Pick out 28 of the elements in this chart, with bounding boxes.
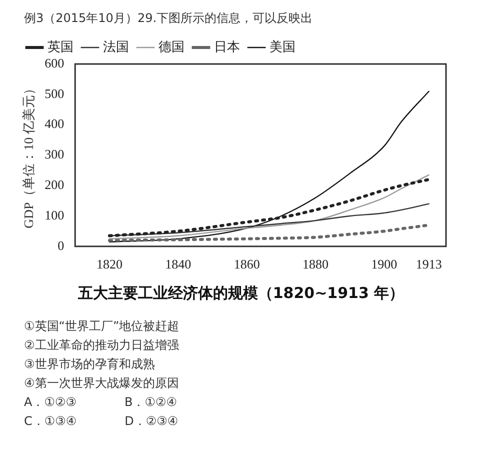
y-tick-label: 100 xyxy=(44,207,64,222)
y-tick-label: 300 xyxy=(44,146,64,162)
text: ④第一次世界大战爆发的原因 xyxy=(24,375,180,392)
y-axis-title: GDP（单位：10 亿美元） xyxy=(21,82,36,228)
text: ②工业革命的推动力日益增强 xyxy=(24,337,180,354)
x-tick-label: 1900 xyxy=(371,256,398,272)
text: 五大主要工业经济体的规模（1820~1913 年） xyxy=(76,284,406,303)
text: ③世界市场的孕育和成熟 xyxy=(24,356,156,373)
y-tick-label: 400 xyxy=(44,116,64,132)
y-tick-label: 600 xyxy=(44,55,64,70)
legend-label: 美国 xyxy=(270,38,296,54)
x-tick-label: 1860 xyxy=(234,256,260,272)
text: A．①②③ B．①②④ xyxy=(24,394,178,411)
text: C．①③④ D．②③④ xyxy=(24,413,180,430)
legend-label: 英国 xyxy=(48,38,74,54)
x-tick-label: 1820 xyxy=(96,256,122,272)
legend-label: 法国 xyxy=(103,38,129,54)
y-tick-label: 200 xyxy=(44,177,64,192)
legend-label: 日本 xyxy=(214,38,240,54)
legend-label: 德国 xyxy=(158,38,184,54)
text: ①英国“世界工厂”地位被赶超 xyxy=(24,318,180,335)
chart-subtitle: 例3（2015年10月）29.下图所示的信息，可以反映出 xyxy=(24,10,314,27)
x-tick-label: 1840 xyxy=(165,256,192,272)
x-tick-label: 1880 xyxy=(302,256,328,272)
x-tick-label: 1913 xyxy=(416,256,442,272)
line-series xyxy=(108,90,430,242)
y-tick-label: 500 xyxy=(44,86,64,101)
y-tick-label: 0 xyxy=(58,238,64,253)
